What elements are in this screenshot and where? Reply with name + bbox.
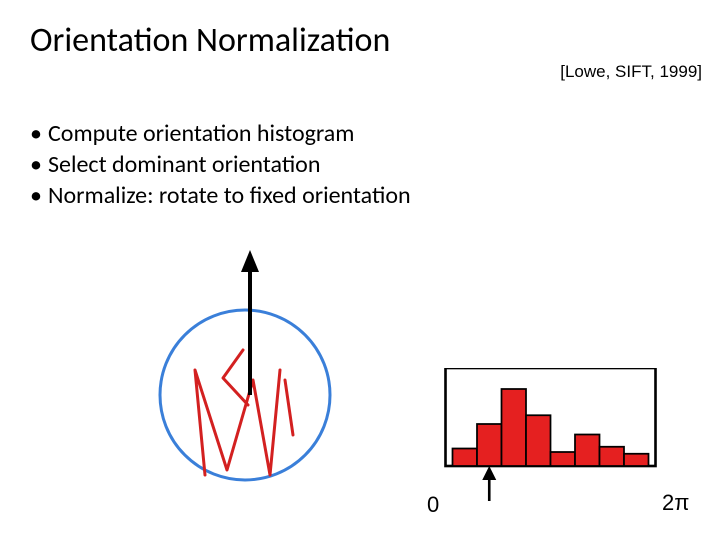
orientation-circle-diagram <box>135 250 355 510</box>
orientation-histogram <box>430 368 678 508</box>
bullet-list: •Compute orientation histogram •Select d… <box>30 118 411 212</box>
citation: [Lowe, SIFT, 1999] <box>560 62 702 82</box>
bullet-text: Compute orientation histogram <box>48 118 354 149</box>
bullet-text: Select dominant orientation <box>48 149 320 180</box>
bullet-text: Normalize: rotate to fixed orientation <box>48 180 411 211</box>
page-title: Orientation Normalization <box>30 20 390 61</box>
list-item: •Normalize: rotate to fixed orientation <box>30 180 411 211</box>
list-item: •Compute orientation histogram <box>30 118 411 149</box>
axis-label-two-pi: 2π <box>662 490 689 516</box>
list-item: •Select dominant orientation <box>30 149 411 180</box>
axis-label-zero: 0 <box>427 492 439 518</box>
